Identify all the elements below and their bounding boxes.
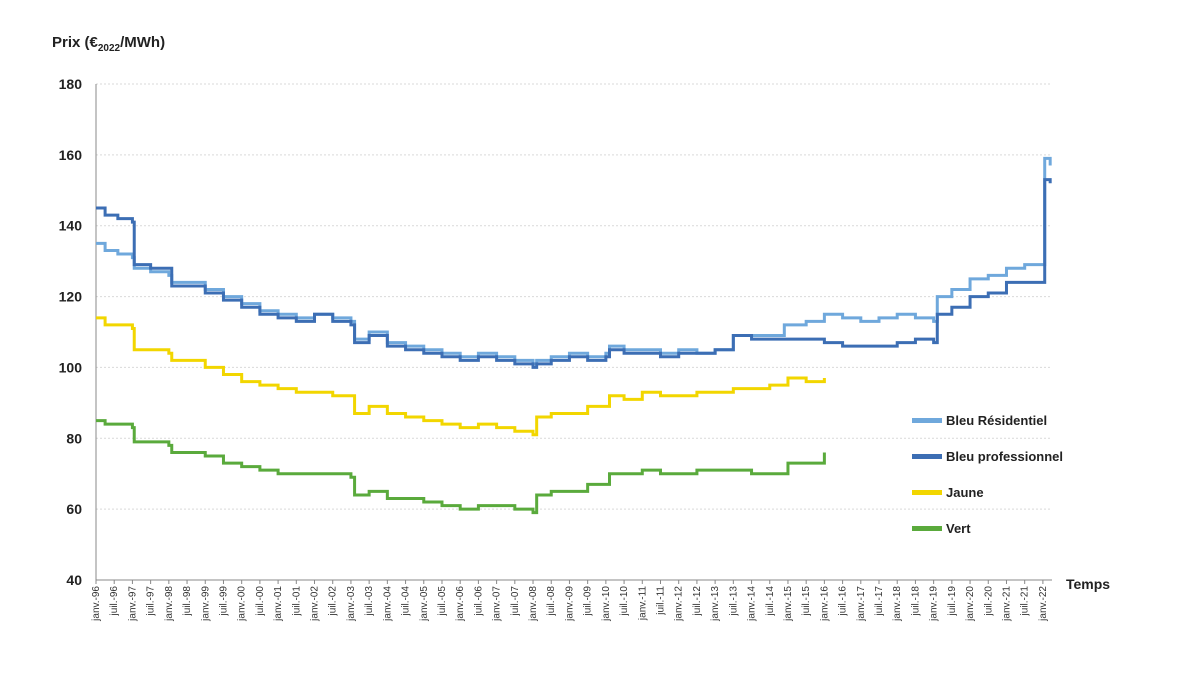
x-tick-label: juil.-19 — [947, 586, 958, 617]
x-tick-label: juil.-06 — [473, 586, 484, 617]
legend-label: Jaune — [946, 484, 984, 500]
y-tick-label: 40 — [66, 572, 82, 588]
x-tick-label: juil.-96 — [109, 586, 120, 617]
x-tick-label: janv.-18 — [892, 586, 903, 622]
legend-item: Vert — [912, 510, 1063, 546]
x-tick-label: juil.-12 — [692, 586, 703, 617]
x-tick-label: juil.-99 — [218, 586, 229, 617]
x-tick-label: janv.-04 — [382, 586, 393, 622]
x-tick-label: juil.-18 — [910, 586, 921, 617]
x-tick-label: juil.-20 — [983, 586, 994, 617]
x-tick-label: janv.-03 — [346, 586, 357, 622]
y-tick-label: 80 — [66, 430, 82, 446]
y-tick-label: 100 — [59, 359, 83, 375]
x-tick-label: juil.-10 — [619, 586, 630, 617]
y-tick-label: 160 — [59, 147, 83, 163]
legend-label: Bleu professionnel — [946, 448, 1064, 464]
x-tick-label: juil.-00 — [255, 586, 266, 617]
x-tick-label: juil.-04 — [401, 586, 412, 617]
x-tick-label: juil.-16 — [838, 586, 849, 617]
x-tick-label: juil.-02 — [328, 586, 339, 617]
x-tick-label: juil.-17 — [874, 586, 885, 617]
x-tick-label: janv.-11 — [637, 586, 648, 622]
x-tick-label: janv.-12 — [674, 586, 685, 622]
legend-item: Bleu professionnel — [912, 438, 1063, 474]
legend-swatch — [912, 525, 942, 531]
x-tick-label: janv.-20 — [965, 586, 976, 622]
x-tick-label: juil.-08 — [546, 586, 557, 617]
x-axis-label: Temps — [1066, 576, 1111, 592]
x-tick-label: janv.-02 — [310, 586, 321, 622]
x-tick-label: janv.-13 — [710, 586, 721, 622]
x-tick-label: janv.-19 — [929, 586, 940, 622]
series-line — [96, 419, 826, 515]
x-tick-label: janv.-98 — [164, 586, 175, 622]
x-tick-label: janv.-99 — [200, 586, 211, 622]
x-tick-label: janv.-21 — [1001, 586, 1012, 622]
x-tick-label: juil.-14 — [765, 586, 776, 617]
legend-swatch — [912, 453, 942, 459]
x-tick-label: janv.-07 — [492, 586, 503, 622]
x-tick-label: janv.-08 — [528, 586, 539, 622]
legend: Bleu Résidentiel Bleu professionnel Jaune V… — [912, 402, 1063, 546]
x-tick-label: juil.-07 — [510, 586, 521, 617]
x-tick-label: janv.-22 — [1038, 586, 1049, 622]
x-tick-label: janv.-01 — [273, 586, 284, 622]
x-tick-label: juil.-13 — [728, 586, 739, 617]
x-tick-label: janv.-16 — [819, 586, 830, 622]
y-tick-label: 180 — [59, 76, 83, 92]
x-tick-label: janv.-14 — [747, 586, 758, 622]
x-tick-label: janv.-17 — [856, 586, 867, 622]
x-tick-label: janv.-96 — [91, 586, 102, 622]
x-tick-label: juil.-21 — [1020, 586, 1031, 617]
x-tick-label: janv.-97 — [127, 586, 138, 622]
series-line — [96, 316, 826, 437]
legend-swatch — [912, 417, 942, 423]
series-line — [96, 156, 1052, 366]
x-tick-label: juil.-03 — [364, 586, 375, 617]
x-tick-label: juil.-09 — [583, 586, 594, 617]
x-tick-label: janv.-10 — [601, 586, 612, 622]
x-tick-label: juil.-05 — [437, 586, 448, 617]
x-tick-label: juil.-15 — [801, 586, 812, 617]
x-tick-label: juil.-11 — [655, 586, 666, 616]
y-tick-label: 120 — [59, 289, 83, 305]
y-tick-label: 140 — [59, 218, 83, 234]
x-tick-label: janv.-15 — [783, 586, 794, 622]
x-tick-label: janv.-05 — [419, 586, 430, 622]
x-tick-label: juil.-98 — [182, 586, 193, 617]
y-axis-label: Prix (€2022/MWh) — [52, 34, 166, 54]
legend-label: Bleu Résidentiel — [946, 412, 1048, 428]
x-tick-label: juil.-01 — [291, 586, 302, 617]
y-tick-label: 60 — [66, 501, 82, 517]
series-line — [96, 178, 1052, 369]
x-tick-label: juil.-97 — [146, 586, 157, 617]
x-tick-label: janv.-06 — [455, 586, 466, 622]
x-tick-label: janv.-00 — [237, 586, 248, 622]
legend-swatch — [912, 489, 942, 495]
x-tick-label: janv.-09 — [564, 586, 575, 622]
legend-label: Vert — [946, 520, 971, 536]
legend-item: Jaune — [912, 474, 1063, 510]
legend-item: Bleu Résidentiel — [912, 402, 1063, 438]
